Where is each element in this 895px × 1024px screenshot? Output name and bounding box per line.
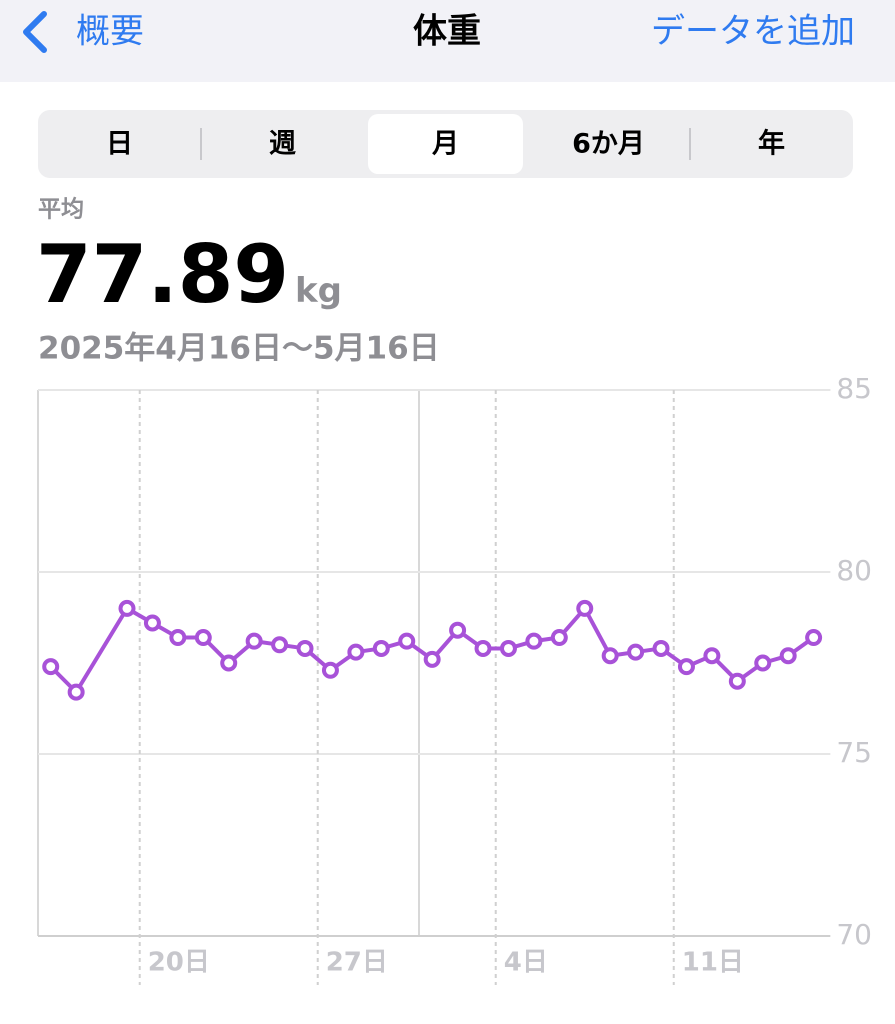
segment[interactable]: 週 [269, 129, 296, 160]
average-unit: kg [295, 271, 342, 311]
data-point [525, 632, 543, 650]
data-point [779, 647, 797, 665]
data-point [143, 614, 161, 632]
data-point [220, 654, 238, 672]
average-value: 77.89 [36, 228, 289, 321]
data-point [194, 629, 212, 647]
y-tick-label: 70 [836, 918, 872, 951]
chart: 70 75 80 85 20日 27日 4日 11日 [37, 372, 872, 985]
data-point [754, 654, 772, 672]
data-point [703, 647, 721, 665]
x-tick-label: 20日 [148, 948, 210, 978]
data-point [271, 636, 289, 654]
add-data-button[interactable]: データを追加 [651, 12, 855, 52]
back-chevron[interactable] [23, 11, 47, 53]
x-tick-label: 11日 [682, 948, 744, 978]
data-point [169, 629, 187, 647]
segment[interactable]: 年 [758, 128, 785, 160]
nav-bar [0, 0, 895, 82]
data-point [118, 599, 136, 617]
x-tick-label: 4日 [504, 948, 548, 978]
data-point [627, 643, 645, 661]
segment[interactable]: 日 [106, 129, 133, 160]
segment[interactable]: 月 [431, 129, 459, 160]
segment[interactable]: 6か月 [572, 129, 645, 160]
summary-label: 平均 [38, 196, 84, 223]
y-tick-label: 85 [836, 372, 872, 405]
segment-selected [368, 114, 523, 174]
line-segment [582, 606, 613, 658]
summary: 77.89 kg [36, 228, 342, 321]
data-point [398, 632, 416, 650]
segmented-control: 日 週 月 6か月 年 [38, 110, 853, 178]
x-tick-label: 27日 [326, 948, 388, 978]
data-point [652, 639, 670, 657]
data-point [321, 661, 339, 679]
date-range: 2025年4月16日～5月16日 [38, 331, 440, 367]
data-point [347, 643, 365, 661]
data-point [372, 639, 390, 657]
data-point [42, 658, 60, 676]
data-point [805, 629, 823, 647]
data-point [296, 639, 314, 657]
data-point [677, 658, 695, 676]
back-button[interactable]: 概要 [76, 12, 144, 52]
data-point [67, 683, 85, 701]
y-tick-label: 75 [836, 736, 872, 769]
data-point [474, 639, 492, 657]
data-point [550, 629, 568, 647]
data-point [449, 621, 467, 639]
data-point [499, 639, 517, 657]
nav-title: 体重 [413, 12, 481, 52]
line-segment [74, 606, 130, 695]
y-tick-label: 80 [836, 554, 872, 587]
data-point [728, 672, 746, 690]
data-point [423, 650, 441, 668]
data-point [245, 632, 263, 650]
data-point [576, 599, 594, 617]
data-point [601, 647, 619, 665]
